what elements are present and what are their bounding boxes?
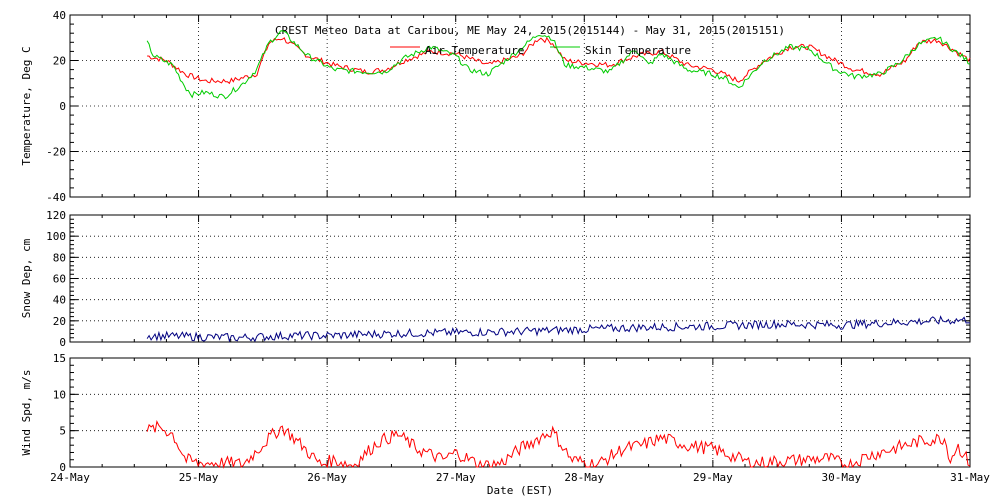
chart-title: CREST Meteo Data at Caribou, ME May 24, …	[275, 24, 785, 37]
y-axis-label: Snow Dep, cm	[20, 238, 33, 318]
y-axis-label: Temperature, Deg C	[20, 46, 33, 165]
y-tick-label: 20	[53, 55, 66, 68]
legend-label: Skin Temperature	[585, 44, 691, 57]
series-line-skin-temperature	[146, 30, 971, 100]
series-line-panel1	[146, 315, 971, 343]
y-tick-label: -40	[46, 191, 66, 204]
x-tick-label: 26-May	[307, 471, 347, 484]
x-tick-label: 27-May	[436, 471, 476, 484]
y-tick-label: 40	[53, 9, 66, 22]
series-line-panel2	[146, 420, 971, 469]
x-tick-label: 29-May	[693, 471, 733, 484]
plot-frame	[69, 357, 971, 468]
y-tick-label: 10	[53, 388, 66, 401]
y-tick-label: 5	[59, 425, 66, 438]
y-tick-label: 20	[53, 315, 66, 328]
x-tick-label: 25-May	[179, 471, 219, 484]
x-tick-label: 30-May	[822, 471, 862, 484]
legend-label: Air Temperature	[425, 44, 524, 57]
y-tick-label: 60	[53, 273, 66, 286]
series-line-air-temperature	[147, 36, 971, 85]
y-tick-label: 15	[53, 352, 66, 365]
y-tick-label: 40	[53, 294, 66, 307]
y-tick-label: 0	[59, 336, 66, 349]
x-tick-label: 31-May	[950, 471, 990, 484]
plot-frame	[69, 14, 971, 198]
x-tick-label: 28-May	[564, 471, 604, 484]
y-tick-label: 100	[46, 230, 66, 243]
y-axis-label: Wind Spd, m/s	[20, 369, 33, 455]
plot-frame	[69, 214, 971, 343]
y-tick-label: 80	[53, 251, 66, 264]
x-axis-label: Date (EST)	[487, 484, 553, 497]
y-tick-label: -20	[46, 146, 66, 159]
y-tick-label: 120	[46, 209, 66, 222]
x-tick-label: 24-May	[50, 471, 90, 484]
y-tick-label: 0	[59, 100, 66, 113]
y-tick-label: 0	[59, 461, 66, 474]
